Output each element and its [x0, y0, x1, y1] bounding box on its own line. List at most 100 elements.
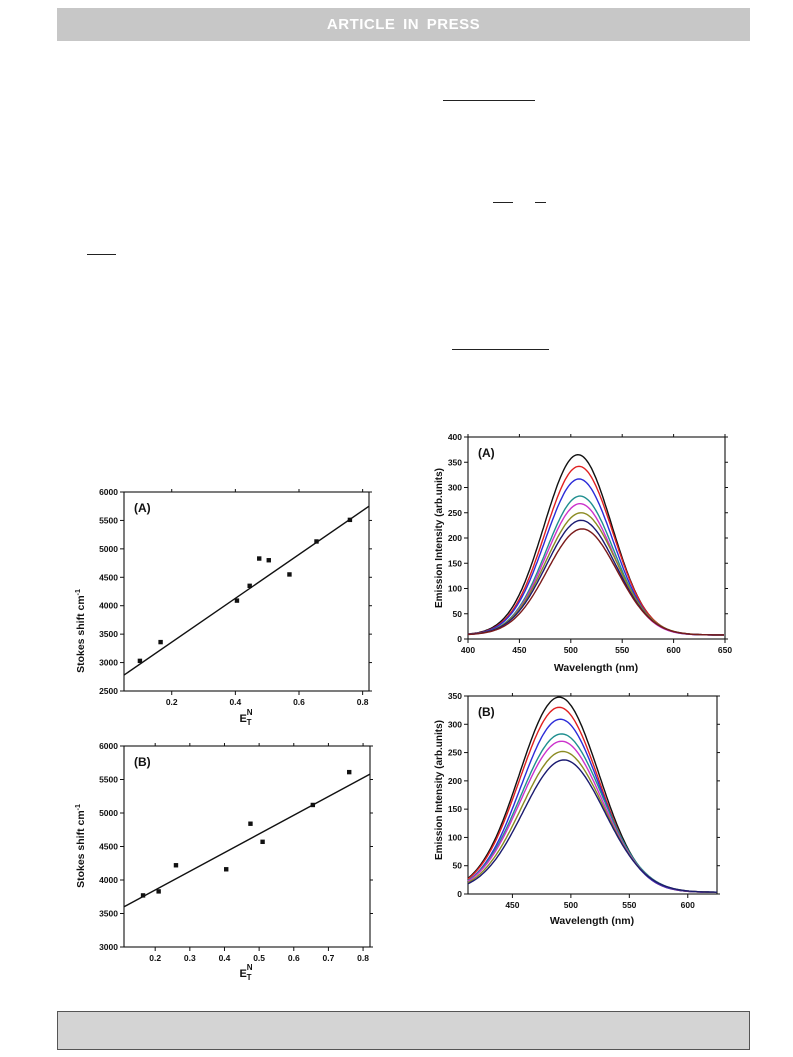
- data-point: [287, 572, 292, 577]
- spectrum-curve: [467, 759, 717, 893]
- y-tick-label: 4500: [99, 572, 118, 582]
- data-point: [247, 583, 252, 589]
- y-tick-label: 5500: [99, 515, 118, 525]
- y-tick-label: 150: [448, 804, 462, 814]
- y-tick-label: 300: [448, 483, 462, 493]
- footer-box: [57, 1011, 750, 1050]
- data-point: [347, 769, 352, 775]
- x-tick-label: 0.4: [229, 697, 241, 707]
- x-tick-label: 550: [622, 900, 636, 910]
- panel-label: (B): [134, 755, 151, 769]
- y-tick-label: 350: [448, 691, 462, 701]
- y-tick-label: 300: [448, 719, 462, 729]
- article-status-banner: ARTICLE IN PRESS: [57, 8, 750, 41]
- spectrum-curve: [467, 465, 724, 636]
- x-axis-label: Wavelength (nm): [550, 915, 634, 927]
- y-tick-label: 4000: [99, 875, 118, 885]
- y-axis-label: Emission Intensity (arb.units): [434, 468, 445, 608]
- divider-line: [535, 202, 546, 203]
- y-tick-label: 100: [448, 584, 462, 594]
- y-tick-label: 4500: [99, 842, 118, 852]
- y-tick-label: 350: [448, 457, 462, 467]
- x-tick-label: 0.2: [166, 697, 178, 707]
- spectrum-curve: [467, 453, 724, 636]
- y-tick-label: 250: [448, 748, 462, 758]
- data-point: [156, 889, 161, 894]
- x-tick-label: 450: [512, 645, 526, 655]
- spectrum-curve: [467, 478, 724, 636]
- data-point: [234, 598, 240, 603]
- plot-frame: [123, 745, 371, 948]
- x-tick-label: 0.2: [149, 953, 161, 963]
- data-point: [266, 558, 271, 563]
- x-tick-label: 550: [615, 645, 629, 655]
- data-point: [137, 658, 143, 664]
- data-point: [347, 517, 353, 523]
- y-tick-label: 250: [448, 508, 462, 518]
- divider-line: [493, 202, 513, 203]
- x-tick-label: 0.8: [357, 697, 369, 707]
- y-tick-label: 50: [453, 861, 463, 871]
- banner-text: ARTICLE IN PRESS: [326, 16, 481, 33]
- y-axis-label: Stokes shift cm-1: [75, 589, 87, 673]
- x-tick-label: 600: [667, 645, 681, 655]
- data-point: [173, 863, 179, 868]
- y-tick-label: 0: [457, 889, 462, 899]
- data-point: [158, 639, 163, 645]
- x-tick-label: 0.6: [293, 697, 305, 707]
- data-point: [248, 821, 253, 826]
- y-tick-label: 4000: [99, 601, 118, 611]
- y-axis-label: Emission Intensity (arb.units): [434, 720, 445, 860]
- x-tick-label: 500: [564, 645, 578, 655]
- x-tick-label: 0.3: [184, 953, 196, 963]
- y-tick-label: 6000: [99, 741, 118, 751]
- x-tick-label: 0.6: [288, 953, 300, 963]
- data-point: [257, 556, 262, 561]
- x-axis-label: Wavelength (nm): [554, 662, 638, 674]
- y-tick-label: 200: [448, 776, 462, 786]
- y-tick-label: 100: [448, 832, 462, 842]
- spectrum-curve: [467, 706, 717, 893]
- panel-label: (A): [134, 501, 151, 515]
- y-tick-label: 5500: [99, 775, 118, 785]
- x-axis-label: EN T: [239, 708, 252, 727]
- x-tick-label: 600: [681, 900, 695, 910]
- data-point: [310, 802, 316, 808]
- panel-label: (B): [478, 705, 495, 719]
- fit-line: [123, 505, 370, 676]
- x-tick-label: 0.7: [323, 953, 335, 963]
- data-point: [260, 839, 265, 845]
- x-tick-label: 0.8: [357, 953, 369, 963]
- y-tick-label: 5000: [99, 808, 118, 818]
- emission-spectra-chart-a: Emission Intensity (arb.units) 400 450 500…: [434, 432, 732, 674]
- data-point: [140, 893, 146, 898]
- y-tick-label: 400: [448, 432, 462, 442]
- x-tick-label: 0.5: [253, 953, 265, 963]
- divider-line: [87, 254, 116, 255]
- emission-spectra-chart-b: Emission Intensity (arb.units) 450 500 550…: [434, 691, 720, 927]
- x-tick-label: 650: [718, 645, 732, 655]
- x-tick-label: 450: [505, 900, 519, 910]
- plot-frame: [123, 491, 370, 692]
- spectrum-curve: [467, 718, 717, 893]
- divider-line: [443, 100, 535, 101]
- y-tick-label: 3000: [99, 942, 118, 952]
- divider-line: [452, 349, 549, 350]
- stokes-shift-chart-b: Stokes shift cm-1 0.2 0.3 0.4 0.5 0.6 0.7 0.8 3…: [75, 741, 373, 982]
- y-tick-label: 0: [457, 634, 462, 644]
- y-tick-label: 5000: [99, 544, 118, 554]
- fit-line: [123, 773, 371, 908]
- data-point: [314, 539, 319, 544]
- x-tick-label: 500: [564, 900, 578, 910]
- x-tick-label: 400: [461, 645, 475, 655]
- y-tick-label: 3000: [99, 658, 118, 668]
- y-tick-label: 3500: [99, 909, 118, 919]
- y-tick-label: 50: [453, 609, 463, 619]
- plot-frame: [467, 695, 718, 895]
- y-axis-label: Stokes shift cm-1: [75, 804, 87, 888]
- x-tick-label: 0.4: [219, 953, 231, 963]
- spectrum-curve: [468, 528, 724, 636]
- data-point: [224, 867, 229, 872]
- y-tick-label: 3500: [99, 629, 118, 639]
- panel-label: (A): [478, 446, 495, 460]
